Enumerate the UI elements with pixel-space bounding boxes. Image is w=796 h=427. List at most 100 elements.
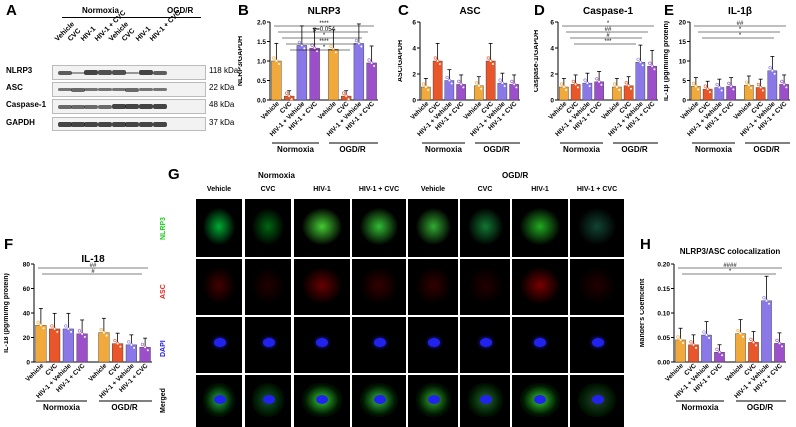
micro-image	[196, 317, 242, 373]
data-point	[731, 87, 736, 91]
panel-d-letter: D	[534, 2, 545, 19]
data-point	[702, 330, 706, 334]
data-point	[576, 85, 580, 89]
data-point	[706, 87, 710, 91]
y-tick-label: 15	[679, 39, 687, 46]
blot-band	[112, 70, 126, 75]
blot-band	[153, 71, 167, 75]
data-point	[436, 59, 440, 63]
group-label-ogdr: OGD/R	[339, 145, 365, 154]
data-point	[272, 56, 276, 60]
blot-band	[112, 122, 126, 127]
group-label-normoxia: Normoxia	[563, 145, 600, 154]
micro-image	[196, 375, 242, 427]
micro-image	[512, 199, 568, 257]
sig-label: *	[729, 269, 732, 275]
data-point	[344, 94, 348, 98]
data-point	[767, 302, 771, 306]
sig-label: *	[607, 21, 610, 27]
blot-kda-label: 118 kDa	[209, 66, 239, 75]
blot-lane-label: HIV-1	[80, 25, 98, 43]
data-point	[329, 44, 333, 48]
data-point	[297, 40, 301, 45]
data-point	[583, 78, 587, 82]
data-point	[720, 88, 724, 93]
blot-lane-label: HIV-1	[135, 25, 153, 43]
bar	[309, 47, 320, 101]
data-point	[372, 64, 376, 68]
data-point	[479, 87, 483, 91]
y-tick-label: 0.00	[657, 360, 670, 367]
data-point	[300, 43, 304, 48]
blot-band	[58, 122, 72, 127]
data-point	[486, 56, 490, 60]
data-point	[447, 78, 451, 83]
blot-band	[58, 71, 72, 75]
blot-band	[139, 70, 153, 75]
data-point	[784, 85, 789, 89]
blot-band	[98, 122, 112, 127]
data-point	[759, 85, 763, 90]
data-point	[143, 345, 147, 349]
data-point	[691, 343, 696, 347]
data-point	[652, 67, 657, 71]
data-point	[717, 85, 721, 90]
bar	[296, 45, 308, 101]
chart-panel-b: NLRP3NLRP3/GAPDH0.00.51.01.52.0VehicleCV…	[238, 6, 378, 154]
micro-image	[294, 317, 350, 373]
micro-image	[408, 199, 458, 257]
data-point	[756, 82, 760, 87]
data-point	[334, 50, 338, 54]
micro-row-label: NLRP3	[160, 217, 167, 240]
micro-image	[570, 199, 624, 257]
data-point	[761, 88, 765, 93]
micro-image	[196, 199, 242, 257]
panel-h-letter: H	[640, 236, 651, 253]
data-point	[676, 335, 680, 339]
blot-band	[153, 122, 167, 127]
blot-kda-label: 37 kDa	[209, 118, 235, 127]
data-point	[595, 77, 599, 81]
blot-lane-label: HIV-1 + CVC	[149, 9, 183, 43]
data-point	[459, 82, 463, 86]
blot-strip	[52, 65, 206, 80]
blot-group-ogdr: OGD/R	[167, 6, 194, 15]
blot-band	[84, 70, 98, 75]
data-point	[681, 341, 685, 345]
group-label-normoxia: Normoxia	[277, 145, 314, 154]
data-point	[359, 44, 363, 49]
group-label-normoxia: Normoxia	[682, 403, 719, 412]
data-point	[703, 84, 707, 88]
bar	[353, 43, 365, 101]
data-point	[738, 331, 743, 336]
y-tick-label: 40	[23, 311, 31, 318]
chart-title: IL-1β	[728, 6, 752, 17]
y-tick-label: 4	[412, 46, 416, 53]
blot-band	[125, 104, 139, 109]
bar	[761, 300, 772, 363]
y-tick-label: 0.15	[657, 286, 670, 293]
chart-panel-h: NLRP3/ASC colocalization Mander's Coeffic…	[640, 247, 786, 412]
y-tick-label: 0.05	[657, 335, 670, 342]
blot-band	[84, 122, 98, 127]
y-tick-label: 0	[550, 98, 554, 105]
micro-image	[245, 259, 291, 315]
bar	[328, 49, 339, 101]
blot-band	[153, 104, 167, 109]
panel-a-letter: A	[6, 2, 17, 19]
data-point	[116, 342, 120, 346]
data-point	[342, 91, 346, 95]
micro-image	[512, 317, 568, 373]
data-point	[770, 69, 774, 73]
sig-label: ****	[319, 39, 329, 45]
micro-image	[408, 375, 458, 427]
data-point	[597, 80, 601, 84]
data-point	[777, 341, 782, 345]
blot-band	[139, 122, 153, 127]
blot-group-normoxia-line	[62, 17, 154, 18]
micro-column-label: CVC	[260, 186, 276, 193]
micro-row-label: ASC	[160, 284, 167, 299]
micro-column-label: Vehicle	[206, 186, 232, 193]
